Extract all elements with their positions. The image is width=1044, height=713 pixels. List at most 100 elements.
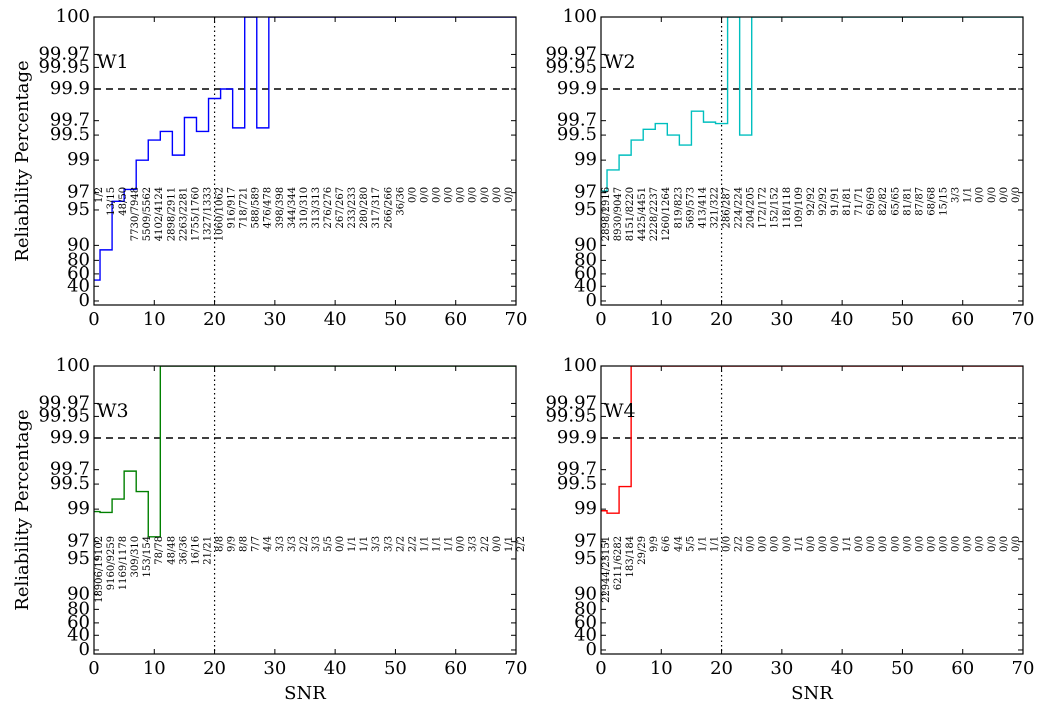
bin-count-label: 92/92 (818, 187, 829, 216)
y-tick-label: 99.95 (38, 405, 90, 426)
bin-count-label: 36/36 (395, 187, 406, 216)
bin-count-label: 1/1 (444, 536, 455, 552)
x-tick-label: 20 (203, 309, 226, 330)
bin-count-label: 276/276 (323, 187, 334, 229)
bin-count-label: 1327/1333 (202, 187, 213, 241)
bin-count-label: 2228/2237 (649, 187, 660, 241)
y-tick-label: 99.97 (545, 392, 597, 413)
y-tick-label: 0 (586, 290, 597, 311)
bin-count-label: 204/205 (746, 187, 757, 229)
y-tick-label: 0 (586, 639, 597, 660)
y-tick-label: 99.9 (50, 427, 90, 448)
bin-count-label: 1/1 (697, 536, 708, 552)
bin-count-label: 15/15 (939, 187, 950, 216)
y-tick-label: 90 (67, 583, 90, 604)
bin-count-label: 266/266 (383, 187, 394, 229)
bin-count-label: 0/0 (432, 187, 443, 203)
bin-count-label: 0/0 (746, 536, 757, 552)
bin-count-label: 21/21 (202, 536, 213, 565)
bin-count-label: 0/0 (468, 187, 479, 203)
x-tick-label: 30 (263, 658, 286, 679)
bin-count-label: 0/0 (1011, 187, 1022, 203)
bin-count-label: 413/414 (697, 187, 708, 229)
bin-count-label: 8930/9047 (613, 187, 624, 241)
y-tick-label: 40 (67, 275, 90, 296)
bin-count-label: 0/0 (890, 536, 901, 552)
bin-count-label: 0/0 (914, 536, 925, 552)
bin-count-label: 153/154 (142, 536, 153, 578)
x-tick-label: 70 (1012, 309, 1035, 330)
y-tick-label: 99.5 (50, 473, 90, 494)
y-tick-label: 40 (574, 624, 597, 645)
bin-count-label: 0/0 (854, 536, 865, 552)
bin-count-label: 0/0 (999, 536, 1010, 552)
y-tick-label: 80 (67, 598, 90, 619)
x-tick-label: 60 (951, 658, 974, 679)
bin-count-label: 1/1 (359, 536, 370, 552)
bin-count-label: 1/1 (794, 536, 805, 552)
bin-count-label: 310/310 (299, 187, 310, 229)
x-tick-label: 30 (263, 309, 286, 330)
bin-count-label: 13/15 (106, 187, 117, 216)
y-tick-label: 97 (67, 182, 90, 203)
bin-count-label: 280/280 (359, 187, 370, 229)
y-tick-label: 97 (574, 182, 597, 203)
bin-count-label: 588/589 (251, 187, 262, 229)
x-tick-label: 70 (1012, 658, 1035, 679)
y-tick-label: 99 (67, 498, 90, 519)
x-tick-label: 20 (203, 658, 226, 679)
y-tick-label: 95 (574, 548, 597, 569)
bin-count-label: 1/1 (963, 187, 974, 203)
bin-count-label: 0/0 (939, 536, 950, 552)
y-tick-label: 60 (574, 612, 597, 633)
x-tick-label: 40 (324, 309, 347, 330)
bin-count-label: 18906/19102 (94, 536, 105, 603)
bin-count-label: 321/322 (709, 187, 720, 229)
panel-w1: 1/2 13/15 48/50 7730/7948 5509/5562 4102/4124… (12, 6, 527, 330)
x-tick-label: 60 (951, 309, 974, 330)
bin-count-label: 1/2 (94, 187, 105, 203)
bin-count-label: 9/9 (227, 536, 238, 552)
y-tick-label: 100 (563, 6, 597, 27)
x-tick-label: 60 (444, 309, 467, 330)
y-tick-label: 40 (67, 624, 90, 645)
bin-count-label: 1/1 (432, 536, 443, 552)
x-tick-label: 30 (770, 309, 793, 330)
y-tick-label: 90 (67, 234, 90, 255)
bin-count-label: 0/0 (758, 536, 769, 552)
bin-count-label: 1755/1760 (190, 187, 201, 241)
bin-count-label: 3/3 (287, 536, 298, 552)
x-tick-label: 0 (595, 658, 606, 679)
bin-count-label: 152/152 (770, 187, 781, 229)
y-tick-label: 99.5 (557, 124, 597, 145)
bin-count-label: 7730/7948 (130, 187, 141, 241)
bin-count-label: 7/7 (251, 536, 262, 552)
y-tick-label: 95 (67, 199, 90, 220)
bin-count-label: 0/0 (951, 536, 962, 552)
panel-label: W1 (97, 51, 129, 73)
bin-count-label: 4425/4451 (637, 187, 648, 241)
bin-count-label: 5/5 (685, 536, 696, 552)
bin-count-label: 92/92 (806, 187, 817, 216)
x-tick-label: 10 (650, 309, 673, 330)
panel-label: W3 (97, 400, 129, 422)
y-tick-label: 80 (574, 249, 597, 270)
x-tick-label: 50 (891, 309, 914, 330)
bin-count-label: 0/0 (504, 187, 515, 203)
bin-count-label: 313/313 (311, 187, 322, 229)
bin-count-label: 172/172 (758, 187, 769, 229)
y-tick-label: 0 (79, 639, 90, 660)
bin-count-label: 0/0 (878, 536, 889, 552)
bin-count-label: 0/0 (335, 536, 346, 552)
panel-w3: 18906/19102 9160/9259 1169/1178 309/310 153/… (12, 355, 527, 704)
bin-count-label: 916/917 (227, 187, 238, 229)
bin-count-label: 1/1 (347, 536, 358, 552)
bin-count-label: 4102/4124 (154, 187, 165, 241)
bin-count-label: 0/0 (975, 187, 986, 203)
x-tick-label: 50 (384, 309, 407, 330)
bin-count-label: 224/224 (734, 187, 745, 229)
bin-count-label: 0/0 (963, 536, 974, 552)
x-axis-label: SNR (284, 683, 326, 704)
y-tick-label: 99.5 (50, 124, 90, 145)
